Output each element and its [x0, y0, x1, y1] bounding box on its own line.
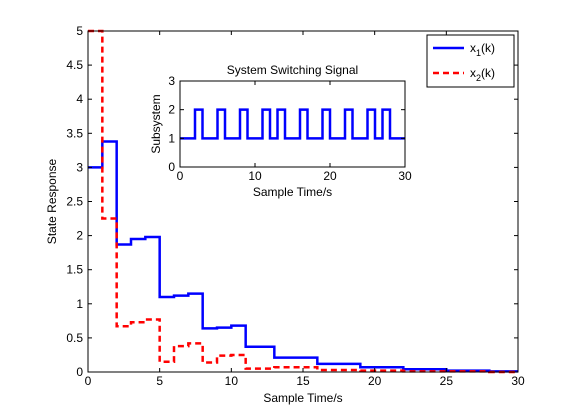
main-y-tick-label: 4.5	[66, 58, 83, 72]
inset-ticks: 0 10 20 30 0 1 2 3	[168, 74, 412, 183]
main-x-tick-label: 10	[225, 374, 239, 388]
inset-x-tick-label: 10	[248, 169, 262, 183]
main-series-1-line	[88, 140, 518, 373]
main-x-tick-label: 5	[156, 374, 163, 388]
inset-plot: 0 10 20 30 0 1 2 3 System Switching Signal Samp…	[149, 63, 412, 199]
inset-x-tick-label: 30	[398, 169, 412, 183]
main-y-tick-label: 2.5	[66, 195, 83, 209]
legend: x1(k) x2(k)	[426, 34, 515, 88]
inset-series-group	[180, 108, 405, 140]
inset-y-axis-label: Subsystem	[149, 94, 163, 153]
legend-label-x1: x1(k)	[470, 41, 495, 58]
main-x-tick-label: 30	[511, 374, 525, 388]
inset-x-tick-label: 20	[323, 169, 337, 183]
main-series-group	[88, 29, 518, 374]
inset-y-tick-label: 1	[168, 131, 175, 145]
main-x-tick-label: 15	[296, 374, 310, 388]
inset-series-1-line	[180, 108, 405, 140]
main-y-axis-label: State Response	[45, 158, 59, 244]
main-y-tick-label: 4	[76, 92, 83, 106]
inset-plot-frame	[179, 80, 406, 168]
inset-title: System Switching Signal	[227, 63, 358, 77]
inset-x-tick-label: 0	[177, 169, 184, 183]
main-y-tick-label: 0.5	[66, 331, 83, 345]
legend-box	[426, 34, 515, 88]
inset-y-tick-label: 0	[168, 160, 175, 174]
inset-y-tick-label: 2	[168, 103, 175, 117]
main-y-tick-label: 3	[76, 160, 83, 174]
main-x-axis-label: Sample Time/s	[263, 391, 342, 405]
main-y-tick-label: 1.5	[66, 263, 83, 277]
main-series-2-line	[88, 29, 518, 374]
main-x-tick-label: 0	[85, 374, 92, 388]
legend-label-x2: x2(k)	[470, 66, 495, 83]
main-x-tick-label: 25	[440, 374, 454, 388]
main-y-tick-label: 1	[76, 297, 83, 311]
main-y-tick-label: 0	[76, 365, 83, 379]
main-x-tick-label: 20	[368, 374, 382, 388]
main-y-tick-label: 2	[76, 229, 83, 243]
inset-plot-area	[180, 81, 405, 167]
main-y-tick-label: 3.5	[66, 126, 83, 140]
main-y-tick-label: 5	[76, 24, 83, 38]
inset-y-tick-label: 3	[168, 74, 175, 88]
inset-x-axis-label: Sample Time/s	[253, 185, 332, 199]
